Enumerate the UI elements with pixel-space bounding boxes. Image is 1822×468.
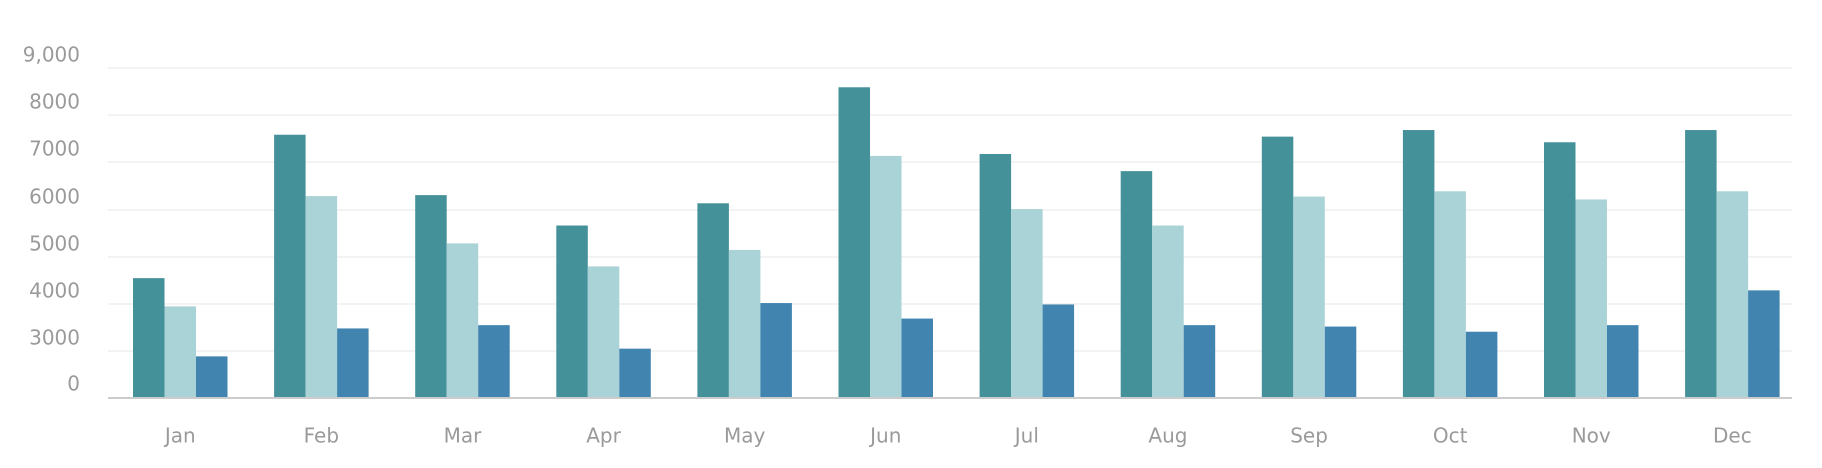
- x-axis-tick-labels: Jan Feb Mar Apr May Jun Jul Aug Sep Oct Nov Dec: [163, 424, 1752, 448]
- bar: [556, 225, 588, 397]
- bar: [1152, 225, 1184, 397]
- y-tick-label: 4000: [29, 279, 80, 303]
- bar: [1183, 325, 1216, 397]
- bar: [478, 325, 510, 397]
- bar: [728, 249, 761, 397]
- bar: [274, 134, 306, 398]
- bar: [1293, 196, 1325, 397]
- bar: [446, 243, 479, 397]
- bar: [1402, 130, 1435, 398]
- y-tick-label: 7000: [29, 137, 80, 161]
- bar: [1324, 326, 1357, 397]
- bar: [1685, 130, 1717, 398]
- bar: [196, 356, 228, 397]
- bar: [1261, 136, 1294, 397]
- bar: [870, 155, 902, 397]
- bar: [760, 303, 792, 397]
- bar: [164, 306, 196, 397]
- y-tick-label: 0: [67, 372, 80, 396]
- grid-lines: [108, 67, 1792, 352]
- bar: [838, 87, 870, 398]
- bar: [1575, 199, 1607, 397]
- bar: [1607, 325, 1639, 397]
- bar: [1748, 290, 1780, 397]
- y-tick-label: 5000: [29, 232, 80, 256]
- bar: [619, 348, 651, 397]
- bar: [1011, 209, 1043, 397]
- bar: [1042, 304, 1075, 397]
- bar: [337, 328, 369, 397]
- y-tick-label: 3000: [29, 326, 80, 350]
- x-tick-label: Aug: [1148, 424, 1187, 448]
- x-tick-label: Sep: [1290, 424, 1328, 448]
- bars: [133, 87, 1780, 398]
- x-tick-label: Jul: [1013, 424, 1039, 448]
- bar: [1434, 191, 1466, 397]
- x-tick-label: Feb: [304, 424, 339, 448]
- x-tick-label: Nov: [1572, 424, 1611, 448]
- bar: [587, 266, 620, 397]
- bar: [1120, 171, 1153, 397]
- bar: [305, 196, 338, 397]
- x-tick-label: Dec: [1713, 424, 1752, 448]
- x-tick-label: Jun: [868, 424, 901, 448]
- bar: [697, 203, 729, 397]
- bar: [979, 154, 1012, 397]
- x-tick-label: Mar: [444, 424, 483, 448]
- bar: [133, 278, 165, 397]
- y-axis-tick-labels: 0 3000 4000 5000 6000 7000 8000 9,000: [23, 43, 80, 396]
- y-tick-label: 9,000: [23, 43, 80, 67]
- bar: [901, 318, 933, 397]
- x-tick-label: May: [724, 424, 766, 448]
- bar: [1716, 191, 1749, 397]
- y-tick-label: 8000: [29, 90, 80, 114]
- x-tick-label: Jan: [163, 424, 196, 448]
- bar: [415, 195, 447, 397]
- x-tick-label: Oct: [1433, 424, 1468, 448]
- bar: [1465, 331, 1498, 397]
- y-tick-label: 6000: [29, 185, 80, 209]
- bar: [1544, 142, 1576, 397]
- x-tick-label: Apr: [586, 424, 621, 448]
